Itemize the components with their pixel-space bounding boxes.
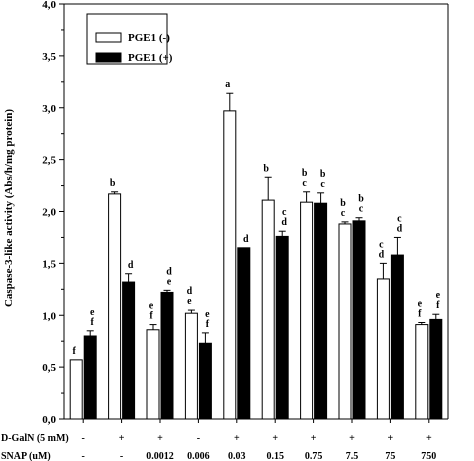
y-axis-label: Caspase-3-like activity (Abs/h/mg protei… (3, 109, 15, 307)
bar-pge1-minus (261, 199, 275, 420)
bar-pge1-minus (69, 359, 83, 420)
snap-value: 0.75 (305, 451, 323, 461)
significance-letter: a (225, 79, 230, 90)
significance-letter: f (149, 311, 153, 322)
significance-letter: e (167, 276, 172, 287)
snap-value: 0.006 (187, 451, 210, 461)
y-tick-label: 0,5 (42, 362, 56, 374)
significance-letter: d (187, 286, 193, 297)
galn-value: + (119, 433, 125, 444)
significance-letter: e (436, 290, 441, 301)
significance-letter: c (341, 208, 346, 219)
significance-letter: d (243, 234, 249, 245)
treatment-rows: D-GalN (5 mM) SNAP (uM) (1, 433, 69, 461)
y-axis: 0,0 0,5 1,0 1,5 2,0 2,5 3,0 3,5 4,0 (42, 0, 65, 426)
significance-letter: f (91, 317, 95, 328)
significance-letter: d (281, 217, 287, 228)
significance-letter: d (397, 223, 403, 234)
snap-value: 0.03 (228, 451, 246, 461)
significance-letter: d (128, 260, 134, 271)
significance-letter: b (110, 178, 116, 189)
y-tick-label: 4,0 (42, 0, 56, 11)
significance-letter: d (166, 266, 172, 277)
significance-letter: e (149, 301, 154, 312)
significance-letter: f (206, 319, 210, 330)
bar-pge1-minus (338, 223, 352, 420)
significance-letter: c (302, 178, 307, 189)
significance-letter: e (418, 299, 423, 310)
snap-value: 0.15 (266, 451, 284, 461)
legend: PGE1 (-) PGE1 (+) (86, 13, 173, 65)
galn-value: + (426, 433, 432, 444)
bar-pge1-plus (352, 220, 366, 420)
significance-letter: b (358, 194, 364, 205)
significance-letter: e (205, 309, 210, 320)
significance-letter: c (282, 207, 287, 218)
row-label-snap: SNAP (uM) (1, 451, 51, 461)
galn-value: - (197, 433, 200, 444)
y-tick-label: 3,0 (42, 103, 56, 115)
bar-pge1-plus (314, 202, 328, 420)
significance-letter: c (397, 213, 402, 224)
bar-pge1-plus (198, 342, 212, 420)
bar-pge1-plus (237, 247, 251, 420)
snap-value: 0.0012 (146, 451, 174, 461)
row-label-galn: D-GalN (5 mM) (1, 433, 69, 444)
significance-letter: b (302, 168, 308, 179)
bar-pge1-plus (122, 281, 136, 420)
bars (69, 92, 443, 420)
significance-letter: b (320, 169, 326, 180)
galn-value: + (349, 433, 355, 444)
significance-letter: c (320, 179, 325, 190)
y-tick-label: 1,0 (42, 310, 56, 322)
bar-pge1-minus (300, 201, 314, 420)
bar-pge1-minus (223, 110, 237, 420)
galn-value: + (388, 433, 394, 444)
galn-value: + (311, 433, 317, 444)
snap-value: 750 (421, 451, 436, 461)
snap-value: - (120, 451, 123, 461)
bar-pge1-plus (275, 235, 289, 420)
galn-value: + (234, 433, 240, 444)
bar-pge1-minus (415, 324, 429, 420)
bar-pge1-plus (429, 318, 443, 420)
significance-letter: c (359, 204, 364, 215)
galn-value: - (82, 433, 85, 444)
y-tick-label: 0,0 (42, 414, 56, 426)
legend-label-pge1-plus: PGE1 (+) (128, 52, 173, 64)
bar-pge1-minus (108, 193, 122, 420)
bar-pge1-plus (390, 254, 404, 420)
legend-label-pge1-minus: PGE1 (-) (128, 32, 170, 44)
bar-pge1-plus (160, 291, 174, 420)
legend-swatch-pge1-minus (95, 32, 122, 43)
bar-pge1-minus (376, 278, 390, 420)
bar-pge1-plus (83, 335, 97, 420)
significance-letter: f (418, 309, 422, 320)
significance-letter: d (379, 249, 385, 260)
significance-letter: b (263, 163, 269, 174)
bar-pge1-minus (184, 312, 198, 420)
y-tick-label: 3,5 (42, 51, 56, 63)
galn-value: + (157, 433, 163, 444)
y-tick-label: 2,5 (42, 155, 56, 167)
y-tick-label: 2,0 (42, 207, 56, 219)
snap-value: 75 (385, 451, 395, 461)
significance-letter: c (379, 239, 384, 250)
significance-letter: f (73, 346, 77, 357)
snap-value: - (82, 451, 85, 461)
significance-letter: e (90, 307, 95, 318)
significance-letter: f (436, 300, 440, 311)
significance-letter: e (187, 296, 192, 307)
galn-value: + (272, 433, 278, 444)
bar-pge1-minus (146, 329, 160, 420)
legend-swatch-pge1-plus (95, 52, 122, 63)
snap-value: 7.5 (346, 451, 359, 461)
x-axis: - - + - +0.0012 - 0.006 +0.03 +0.15 +0.75 +7.5 +75 +… (64, 3, 449, 461)
y-tick-label: 1,5 (42, 258, 56, 270)
significance-letter: b (340, 198, 346, 209)
